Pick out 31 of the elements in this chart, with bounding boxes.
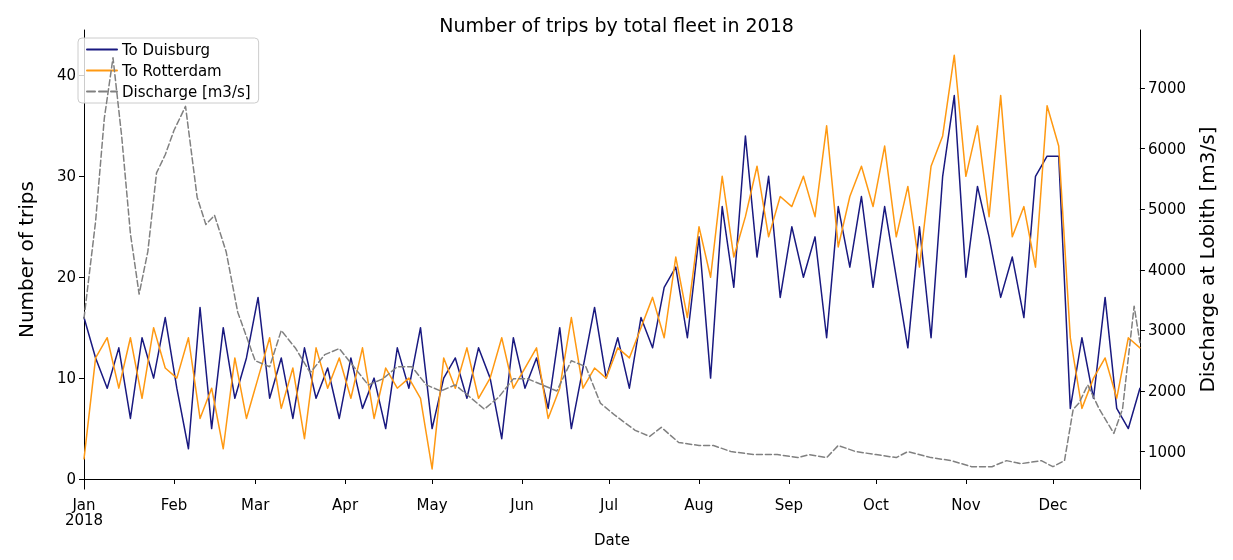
x-axis-title: Date bbox=[594, 530, 630, 549]
x-tick-label: Nov bbox=[951, 495, 981, 514]
x-tick-label: Jul bbox=[599, 495, 619, 514]
legend-label: To Rotterdam bbox=[121, 61, 222, 80]
y2-tick-label: 6000 bbox=[1147, 139, 1187, 158]
y2-tick-label: 7000 bbox=[1147, 79, 1187, 98]
y2-tick-label: 3000 bbox=[1147, 321, 1187, 340]
x-tick-label: Jun bbox=[509, 495, 534, 514]
y2-tick-label: 5000 bbox=[1147, 200, 1187, 219]
x-tick-label: Dec bbox=[1038, 495, 1068, 514]
chart-title: Number of trips by total fleet in 2018 bbox=[439, 13, 794, 36]
legend-label: Discharge [m3/s] bbox=[122, 82, 251, 101]
x-tick-label: May bbox=[416, 495, 448, 514]
y-tick-label: 0 bbox=[66, 470, 76, 489]
x-tick-label: Jan 2018 bbox=[64, 495, 104, 529]
y-tick-label: 30 bbox=[56, 167, 76, 186]
y2-tick-label: 1000 bbox=[1147, 442, 1187, 461]
y2-tick-label: 4000 bbox=[1147, 260, 1187, 279]
y2-axis-title: Discharge at Lobith [m3/s] bbox=[1195, 126, 1219, 393]
x-tick-label: Apr bbox=[332, 495, 359, 514]
legend-label: To Duisburg bbox=[121, 40, 211, 59]
y-tick-label: 20 bbox=[56, 268, 76, 287]
x-tick-label: Sep bbox=[774, 495, 804, 514]
x-tick-label: Oct bbox=[862, 495, 890, 514]
x-tick-label: Aug bbox=[684, 495, 714, 514]
y-tick-label: 40 bbox=[56, 66, 76, 85]
y-tick-label: 10 bbox=[56, 369, 76, 388]
x-tick-label: Mar bbox=[241, 495, 271, 514]
y2-tick-label: 2000 bbox=[1147, 381, 1187, 400]
x-tick-label: Feb bbox=[160, 495, 188, 514]
y-axis-title: Number of trips bbox=[14, 181, 38, 339]
